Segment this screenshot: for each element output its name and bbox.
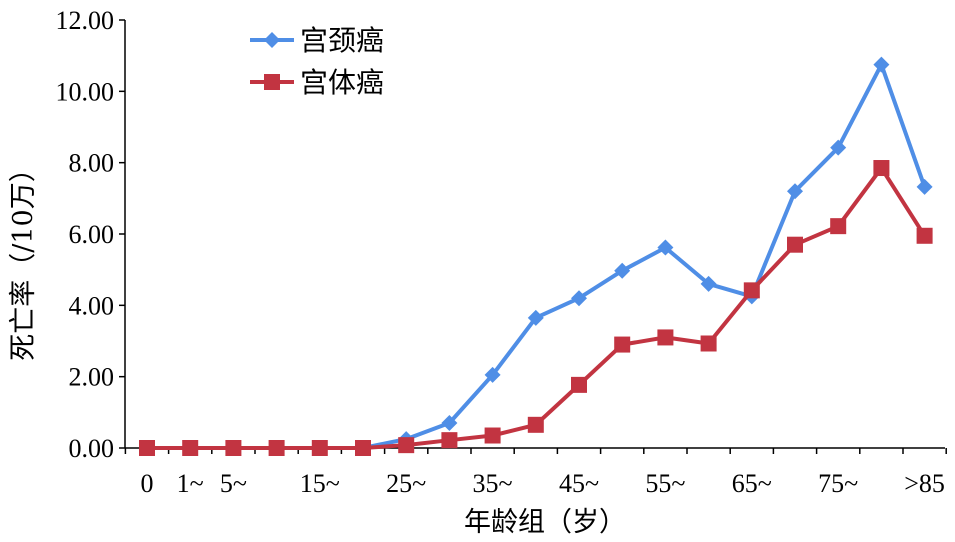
data-point	[355, 440, 371, 456]
data-point	[700, 335, 717, 352]
y-axis: 0.00 2.00 4.00 6.00 8.00 10.00 12.00	[56, 6, 126, 463]
legend-item-cervical: 宫颈癌	[250, 24, 384, 57]
data-point	[916, 178, 933, 195]
x-axis: 0 1~ 5~ 15~ 25~ 35~ 45~ 55~ 65~ 75~ >85	[124, 447, 947, 498]
data-point	[484, 427, 501, 444]
series-layer	[139, 56, 933, 456]
data-point	[398, 437, 415, 454]
x-tick-label: 75~	[818, 469, 858, 498]
data-point	[225, 440, 242, 456]
y-tick-label: 2.00	[69, 363, 115, 392]
x-axis-title: 年龄组（岁）	[464, 507, 626, 538]
y-tick-label: 8.00	[69, 149, 115, 178]
legend-label-cervical: 宫颈癌	[300, 24, 384, 57]
x-tick-label: 15~	[300, 469, 340, 498]
data-point	[700, 275, 717, 292]
x-tick-label: 35~	[473, 469, 513, 498]
data-point	[657, 239, 674, 256]
data-point	[743, 282, 760, 299]
data-point	[527, 309, 544, 326]
data-point	[873, 56, 890, 73]
data-point	[527, 416, 544, 433]
x-tick-label: 45~	[559, 469, 599, 498]
data-point	[571, 376, 587, 393]
x-tick-label: 25~	[386, 469, 426, 498]
data-point	[441, 415, 458, 432]
data-point	[571, 290, 587, 307]
series-line-cervical	[147, 62, 927, 450]
data-point	[139, 440, 155, 456]
legend-label-endometrial: 宫体癌	[300, 66, 384, 99]
data-point	[830, 218, 847, 235]
data-point	[830, 139, 847, 156]
data-point	[916, 227, 933, 244]
legend-item-endometrial: 宫体癌	[250, 66, 384, 99]
legend-marker-endometrial	[264, 74, 280, 90]
x-tick-label: 0	[141, 469, 154, 498]
data-point	[657, 329, 674, 346]
y-tick-label: 10.00	[56, 77, 115, 106]
data-point	[787, 183, 803, 200]
x-tick-label: 5~	[220, 469, 247, 498]
y-tick-label: 0.00	[69, 434, 115, 463]
legend-marker-cervical	[264, 32, 280, 48]
data-point	[441, 432, 458, 449]
y-tick-label: 6.00	[69, 220, 115, 249]
data-point	[268, 440, 285, 456]
data-point	[311, 440, 328, 456]
x-tick-label: 65~	[732, 469, 772, 498]
series-line-endometrial	[147, 166, 927, 450]
data-point	[484, 366, 501, 383]
x-tick-label: >85	[904, 469, 945, 498]
data-point	[787, 236, 803, 253]
data-point	[182, 440, 199, 456]
x-tick-label: 55~	[645, 469, 685, 498]
data-point	[614, 262, 631, 279]
legend: 宫颈癌 宫体癌	[250, 24, 384, 99]
y-axis-title: 死亡率（/10万）	[8, 155, 39, 360]
y-tick-label: 4.00	[69, 291, 115, 320]
x-tick-label: 1~	[177, 469, 204, 498]
y-tick-label: 12.00	[56, 6, 115, 35]
data-point	[614, 336, 631, 353]
data-point	[873, 160, 890, 177]
